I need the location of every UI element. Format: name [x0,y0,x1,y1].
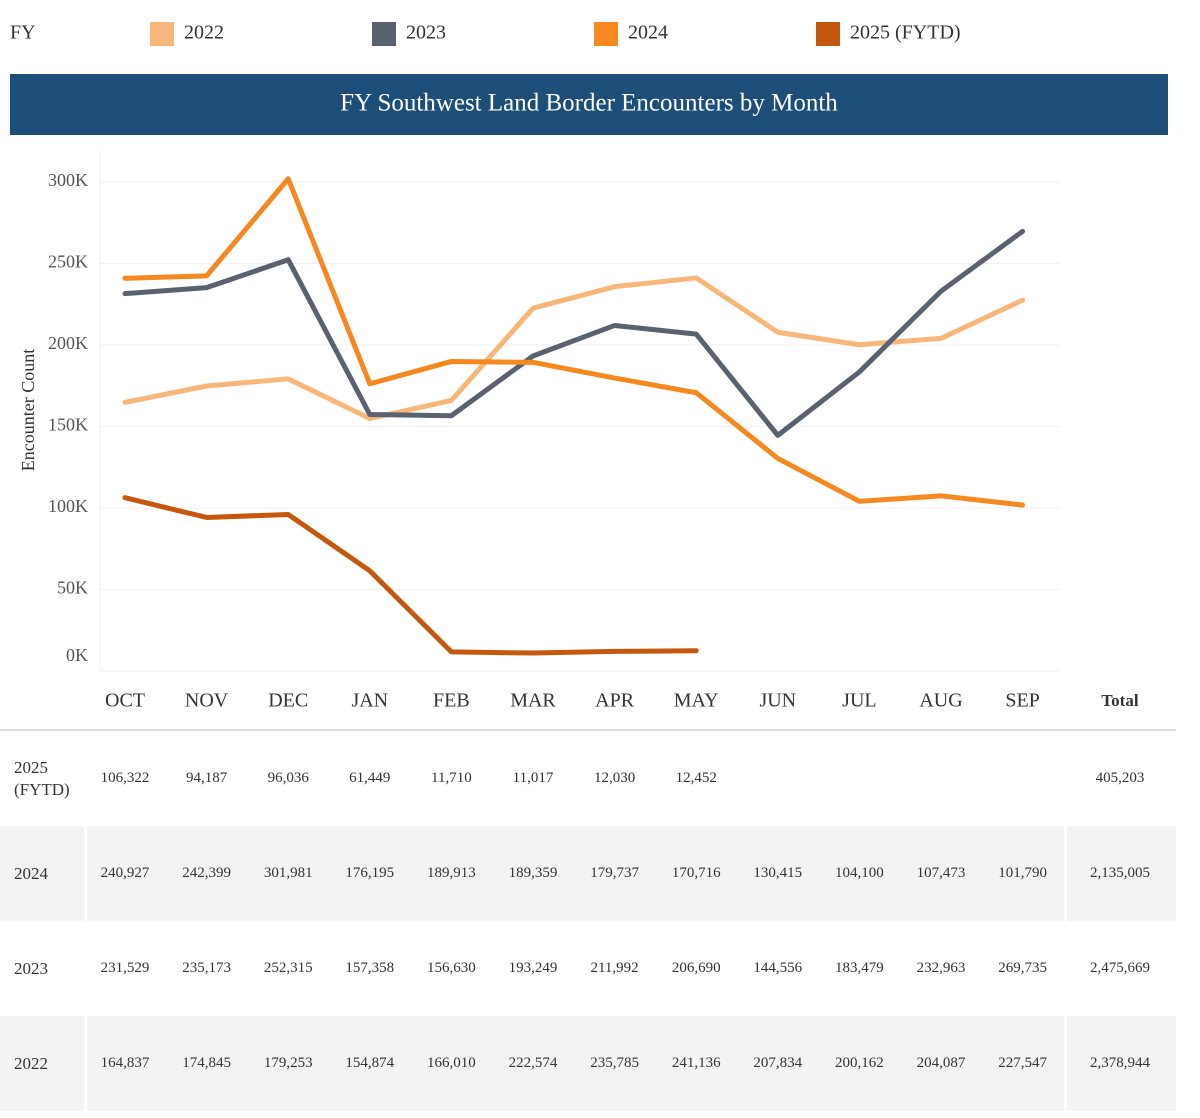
table-cell: 166,010 [427,1055,476,1071]
y-tick-label: 250K [48,252,88,272]
y-tick-label: 100K [48,496,88,516]
row-background [0,1016,1176,1111]
table-cell: 106,322 [100,770,150,786]
legend-swatch [372,22,396,46]
table-cell: 101,790 [998,865,1047,881]
table-cell: 301,981 [263,865,313,881]
row-label: 2024 [14,863,48,883]
title-bar [10,74,1168,135]
table-cell: 200,162 [835,1055,884,1071]
table-cell: 207,834 [753,1055,803,1071]
table-cell: 231,529 [100,960,150,976]
legend-swatch [150,22,174,46]
y-tick-label: 200K [48,333,88,353]
table-cell: 12,030 [593,770,636,786]
x-tick-label: APR [595,690,635,712]
total-cell: 2,135,005 [1090,865,1150,881]
y-tick-label: 300K [48,170,88,190]
table-cell: 179,253 [263,1055,313,1071]
series-line [122,495,699,656]
table-cell: 252,315 [263,960,313,976]
table-cell: 269,735 [998,960,1047,976]
x-tick-label: MAR [510,690,556,712]
table-cell: 176,195 [345,865,395,881]
y-axis-label: Encounter Count [18,349,38,471]
x-tick-label: DEC [268,690,308,712]
table-cell: 156,630 [427,960,476,976]
legend-label: 2025 (FYTD) [850,22,961,44]
table-cell: 164,837 [100,1055,150,1071]
x-tick-label: JUN [759,690,796,712]
x-tick-label: NOV [185,690,229,712]
column-separator [84,826,87,921]
legend-label: 2023 [406,22,446,44]
table-cell: 61,449 [349,770,391,786]
table-cell: 12,452 [675,770,717,786]
y-tick-label: 0K [66,645,88,665]
series-line [122,176,1026,508]
table-cell: 11,017 [512,770,554,786]
y-tick-label: 50K [57,578,88,598]
x-tick-label: OCT [105,690,145,712]
table-cell: 211,992 [590,960,639,976]
table-cell: 174,845 [182,1055,231,1071]
table-cell: 107,473 [916,865,966,881]
table-cell: 11,710 [431,770,472,786]
column-separator [1064,1016,1067,1111]
legend-title: FY [10,22,36,44]
x-tick-label: AUG [919,690,962,712]
x-tick-label: JUL [842,690,876,712]
table-cell: 96,036 [267,770,309,786]
table-cell: 235,173 [182,960,231,976]
row-label: 2022 [14,1053,48,1073]
total-cell: 2,378,944 [1090,1055,1150,1071]
table-cell: 235,785 [590,1055,639,1071]
x-tick-label: MAY [674,690,719,712]
table-cell: 240,927 [100,865,150,881]
table-cell: 189,359 [508,865,558,881]
table-cell: 232,963 [916,960,966,976]
x-tick-label: JAN [351,690,388,712]
legend-swatch [594,22,618,46]
x-tick-label: SEP [1005,690,1039,712]
row-background [0,826,1176,921]
table-cell: 204,087 [916,1055,966,1071]
table-cell: 222,574 [508,1055,558,1071]
series-line [122,228,1026,438]
total-header: Total [1101,691,1138,710]
table-cell: 104,100 [835,865,884,881]
table-cell: 170,716 [671,865,721,881]
legend-label: 2022 [184,22,224,44]
table-cell: 144,556 [753,960,803,976]
table-cell: 179,737 [590,865,639,881]
legend-label: 2024 [628,22,668,44]
table-cell: 183,479 [835,960,884,976]
legend-swatch [816,22,840,46]
table-cell: 130,415 [753,865,803,881]
table-cell: 206,690 [671,960,721,976]
row-label: 2025 (FYTD) [14,757,70,799]
table-cell: 157,358 [345,960,395,976]
column-separator [84,1016,87,1111]
total-cell: 2,475,669 [1090,960,1150,976]
column-separator [1064,826,1067,921]
total-cell: 405,203 [1095,770,1145,786]
table-cell: 154,874 [345,1055,395,1071]
table-cell: 242,399 [182,865,231,881]
table-cell: 189,913 [427,865,476,881]
y-tick-label: 150K [48,415,88,435]
chart-title: FY Southwest Land Border Encounters by M… [340,90,838,117]
x-tick-label: FEB [433,690,470,712]
table-cell: 193,249 [508,960,558,976]
series-line [122,275,1026,422]
row-label: 2023 [14,958,48,978]
table-cell: 94,187 [185,770,228,786]
table-cell: 241,136 [671,1055,721,1071]
table-cell: 227,547 [998,1055,1047,1071]
